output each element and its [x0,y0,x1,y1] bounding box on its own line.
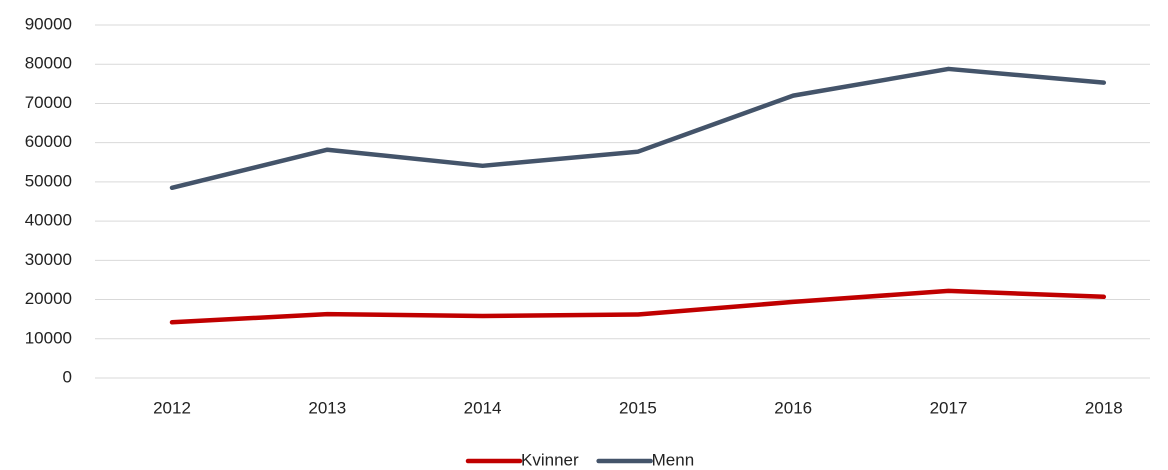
x-tick-label: 2016 [774,398,812,417]
x-tick-label: 2018 [1085,398,1123,417]
y-tick-label: 0 [63,367,72,386]
y-tick-label: 20000 [25,289,72,308]
series-line [169,66,1107,191]
x-tick-label: 2014 [464,398,502,417]
x-tick-label: 2015 [619,398,657,417]
y-tick-label: 50000 [25,171,72,190]
legend-label: Menn [652,450,695,469]
y-tick-label: 40000 [25,211,72,230]
y-tick-label: 80000 [25,54,72,73]
y-tick-label: 10000 [25,328,72,347]
x-tick-label: 2012 [153,398,191,417]
y-tick-label: 90000 [25,14,72,33]
x-tick-label: 2013 [308,398,346,417]
y-tick-label: 70000 [25,93,72,112]
x-tick-label: 2017 [930,398,968,417]
series-line [169,288,1107,325]
y-tick-label: 60000 [25,132,72,151]
legend-label: Kvinner [521,450,579,469]
y-tick-label: 30000 [25,250,72,269]
